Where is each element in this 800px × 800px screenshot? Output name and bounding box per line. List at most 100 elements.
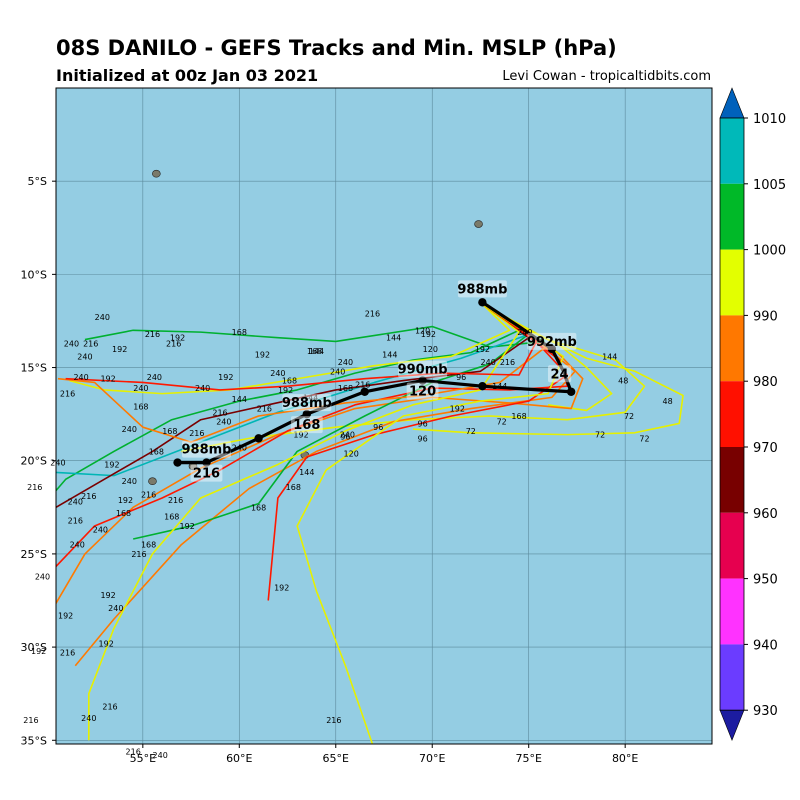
- member-hour-label: 216: [60, 649, 75, 658]
- island-0: [148, 477, 157, 486]
- colorbar-frame: [719, 117, 745, 711]
- member-hour-label: 216: [166, 339, 181, 348]
- member-hour-label: 240: [270, 369, 285, 378]
- lat-tick-label: 25°S: [21, 548, 47, 561]
- member-hour-label: 240: [122, 477, 137, 486]
- member-hour-label: 192: [100, 375, 115, 384]
- member-hour-label: 216: [27, 483, 42, 492]
- member-hour-label: 192: [104, 460, 119, 469]
- colorbar-segment: [720, 249, 744, 316]
- member-hour-label: 240: [133, 384, 148, 393]
- member-hour-label: 216: [189, 429, 204, 438]
- init-time: Initialized at 00z Jan 03 2021: [56, 66, 319, 85]
- chart-title: 08S DANILO - GEFS Tracks and Min. MSLP (…: [56, 36, 617, 60]
- member-hour-label: 216: [126, 747, 141, 756]
- map-frame: [55, 87, 713, 745]
- mean-label-bg: [527, 332, 577, 350]
- member-hour-label: 240: [93, 526, 108, 535]
- member-hour-label: 168: [232, 328, 247, 337]
- member-hour-label: 144: [309, 347, 324, 356]
- member-hour-label: 96: [373, 423, 383, 432]
- member-hour-label: 72: [595, 431, 605, 440]
- member-hour-label: 240: [50, 459, 65, 468]
- mean-label-bg: [398, 360, 448, 378]
- member-hour-label: 240: [340, 431, 355, 440]
- member-hour-label: 192: [475, 345, 490, 354]
- member-hour-label: 168: [251, 503, 266, 512]
- member-hour-label: 168: [133, 403, 148, 412]
- mean-track-point: [202, 458, 211, 467]
- member-hour-label: 216: [500, 358, 515, 367]
- member-hour-label: 168: [511, 412, 526, 421]
- colorbar-segment: [720, 447, 744, 513]
- mean-track-point: [360, 387, 369, 396]
- colorbar-segment: [720, 381, 744, 447]
- lon-tick-label: 75°E: [515, 752, 541, 765]
- member-hour-label: 216: [81, 492, 96, 501]
- member-hour-label: 192: [421, 330, 436, 339]
- member-track-6: [267, 303, 569, 601]
- member-hour-label: 192: [450, 405, 465, 414]
- colorbar-tick-label: 960: [753, 507, 778, 522]
- member-hour-label: 216: [145, 330, 160, 339]
- mean-label-bg: [547, 365, 572, 383]
- lat-tick-label: 15°S: [21, 362, 47, 375]
- member-hour-label: 240: [108, 604, 123, 613]
- member-hour-label: 240: [195, 384, 210, 393]
- lon-tick-label: 60°E: [226, 752, 252, 765]
- member-hour-label: 144: [602, 352, 617, 361]
- axis-tick-labels: 55°E 60°E 65°E 70°E 75°E 80°E5°S10°S15°S20°S2…: [21, 175, 639, 765]
- member-hour-label: 72: [466, 427, 476, 436]
- colorbar-tick-label: 950: [753, 573, 778, 588]
- mean-track-point: [254, 434, 263, 443]
- member-hour-label: 192: [100, 591, 115, 600]
- member-track-9: [133, 303, 530, 540]
- colorbar-tick-label: 980: [753, 375, 778, 390]
- pressure-colorbar: 1010 1005 1000 990 980 970 960 950 940 930: [719, 87, 786, 742]
- member-track-4: [74, 303, 576, 667]
- member-hour-label: 120: [344, 449, 359, 458]
- member-hour-label: 120: [423, 345, 438, 354]
- colorbar-tick-label: 940: [753, 638, 778, 653]
- member-hour-label: 192: [99, 639, 114, 648]
- member-hour-label: 240: [77, 352, 92, 361]
- colorbar-segment: [720, 578, 744, 645]
- member-hour-label: 240: [517, 328, 532, 337]
- colorbar-segment: [720, 512, 744, 579]
- member-hour-label: 192: [293, 431, 308, 440]
- member-hour-label: 72: [497, 418, 507, 427]
- member-hour-label: 144: [382, 351, 397, 360]
- member-hour-label: 192: [218, 373, 233, 382]
- mean-track-label: 120: [409, 385, 436, 400]
- member-hour-label: 192: [31, 647, 46, 656]
- member-hour-label: 168: [282, 377, 297, 386]
- member-hour-label: 168: [149, 447, 164, 456]
- colorbar-tick-label: 930: [753, 704, 778, 719]
- mean-track-label: 988mb: [457, 282, 507, 297]
- mean-track-point: [418, 376, 427, 385]
- member-hour-label: 240: [95, 313, 110, 322]
- mean-track-point: [478, 381, 487, 391]
- mean-track-point: [566, 387, 576, 396]
- member-hour-label: 216: [326, 716, 341, 725]
- mean-label-bg: [181, 440, 231, 458]
- member-track-14: [57, 303, 549, 443]
- member-hour-label: 120: [415, 326, 430, 335]
- graticule: [56, 88, 712, 744]
- member-hour-label: 192: [278, 386, 293, 395]
- lon-tick-label: 65°E: [323, 752, 349, 765]
- member-hour-label: 240: [338, 358, 353, 367]
- member-hour-label: 96: [340, 433, 350, 442]
- lon-tick-label: 55°E: [130, 752, 156, 765]
- member-hour-label: 240: [73, 373, 88, 382]
- mean-label-bg: [457, 280, 507, 298]
- member-hour-label: 216: [102, 703, 117, 712]
- member-hour-label: 48: [663, 397, 673, 406]
- mean-track-point: [478, 298, 487, 307]
- colorbar-top-arrow: [719, 87, 745, 119]
- member-hour-label: 144: [386, 334, 401, 343]
- lat-tick-label: 35°S: [21, 734, 47, 747]
- ensemble-member-tracks: [56, 303, 684, 744]
- member-hour-label: 168: [141, 541, 156, 550]
- member-hour-label: 240: [147, 373, 162, 382]
